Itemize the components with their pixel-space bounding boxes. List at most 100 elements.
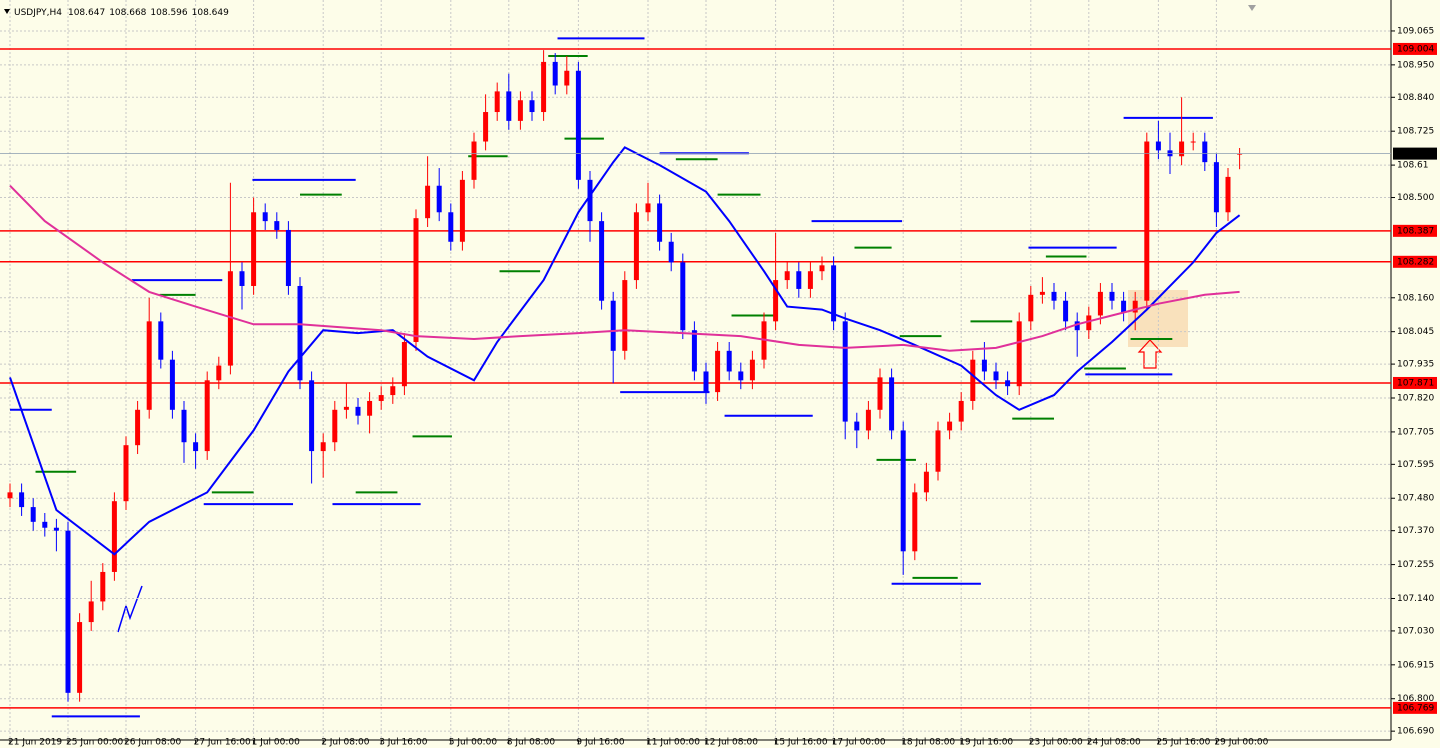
candle-body (633, 212, 639, 281)
header-triangle (4, 9, 10, 14)
candle-body (1179, 141, 1185, 157)
y-tick-label: 108.950 (1397, 60, 1434, 70)
y-tick-label: 106.800 (1397, 694, 1434, 704)
header-value: 108.647 (68, 8, 105, 18)
x-tick-label: 9 Jul 16:00 (576, 738, 625, 748)
candle-body (912, 492, 918, 552)
candle-body (738, 371, 744, 381)
candle-body (332, 409, 338, 443)
y-tick-label: 108.045 (1397, 327, 1434, 337)
candle-body (123, 445, 129, 502)
candle-body (970, 359, 976, 401)
candle-body (1213, 162, 1219, 213)
level-label: 108.387 (1397, 226, 1434, 236)
header-value: 108.596 (150, 8, 187, 18)
y-tick-label: 107.705 (1397, 427, 1434, 437)
candle-body (367, 400, 373, 416)
moving-average (9, 184, 1240, 352)
y-tick-label: 107.255 (1397, 560, 1434, 570)
candle-body (355, 406, 361, 416)
candle-body (831, 265, 837, 322)
x-tick-label: 8 Jul 08:00 (507, 738, 556, 748)
candle-body (889, 377, 895, 431)
x-tick-label: 18 Jul 08:00 (901, 738, 955, 748)
candle-body (1051, 291, 1057, 301)
candle-body (65, 530, 71, 693)
candle-body (471, 141, 477, 180)
candle-body (668, 241, 674, 263)
x-tick-label: 3 Jul 16:00 (379, 738, 428, 748)
candle-body (854, 421, 860, 431)
candle-body (622, 280, 628, 351)
candle-body (378, 395, 384, 401)
level-label: 109.004 (1397, 44, 1434, 54)
candle-body (135, 409, 141, 446)
candle-body (88, 601, 94, 623)
level-label-box (1393, 701, 1437, 714)
header-value: USDJPY,H4 (14, 8, 62, 18)
candle-body (935, 430, 941, 472)
candle-body (320, 442, 326, 452)
candle-body (401, 341, 407, 387)
y-tick-label: 108.725 (1397, 127, 1434, 137)
candle-body (807, 271, 813, 289)
candle-body (459, 179, 465, 242)
level-label: 108.282 (1397, 257, 1434, 267)
candle-body (146, 321, 152, 410)
candle-body (947, 421, 953, 431)
y-tick-label: 108.840 (1397, 93, 1434, 103)
candle-body (483, 112, 489, 142)
candle-body (564, 70, 570, 86)
x-tick-label: 2 Jul 08:00 (321, 738, 370, 748)
candle-body (1086, 315, 1092, 331)
candle-body (1190, 141, 1196, 143)
candle-body (7, 492, 13, 499)
candle-body (1155, 141, 1161, 151)
candle-body (691, 330, 697, 372)
candle-body (599, 221, 605, 301)
candle-body (923, 471, 929, 493)
x-tick-label: 27 Jun 16:00 (194, 738, 251, 748)
y-tick-label: 107.595 (1397, 460, 1434, 470)
candle-body (877, 377, 883, 410)
candle-body (297, 285, 303, 381)
drawn-line (117, 585, 143, 633)
candle-body (181, 409, 187, 443)
level-label: 107.871 (1397, 378, 1434, 388)
y-tick-label: 106.690 (1397, 727, 1434, 737)
candle-body (413, 218, 419, 342)
candle-body (993, 371, 999, 381)
candle-body (193, 442, 199, 452)
x-tick-label: 25 Jul 16:00 (1156, 738, 1210, 748)
candle-body (204, 380, 210, 452)
bid-label-box (1393, 147, 1437, 160)
level-label-box (1393, 376, 1437, 389)
candle-body (610, 300, 616, 351)
candle-body (529, 100, 535, 113)
candle-body (1132, 300, 1138, 313)
x-tick-label: 24 Jul 08:00 (1087, 738, 1141, 748)
candle-body (715, 350, 721, 393)
candle-body (1144, 141, 1150, 301)
candle-body (1109, 291, 1115, 301)
candle-body (19, 492, 25, 508)
candle-body (680, 262, 686, 331)
candle-body (900, 430, 906, 552)
candle-body (251, 212, 257, 286)
candle-body (552, 61, 558, 86)
candle-body (100, 571, 106, 602)
candle-body (865, 409, 871, 431)
y-tick-label: 106.915 (1397, 660, 1434, 670)
y-tick-label: 108.160 (1397, 293, 1434, 303)
candle-body (436, 185, 442, 213)
candle-body (541, 61, 547, 113)
x-tick-label: 26 Jun 08:00 (124, 738, 181, 748)
x-tick-label: 1 Jul 00:00 (252, 738, 301, 748)
chart-header: USDJPY,H4 108.647 108.668 108.596 108.649 (14, 8, 229, 18)
candle-body (773, 280, 779, 322)
candle-body (958, 400, 964, 422)
candle-body (169, 359, 175, 410)
y-tick-label: 107.480 (1397, 494, 1434, 504)
x-tick-label: 21 Jun 2019 (8, 738, 62, 748)
x-tick-label: 29 Jul 00:00 (1214, 738, 1268, 748)
